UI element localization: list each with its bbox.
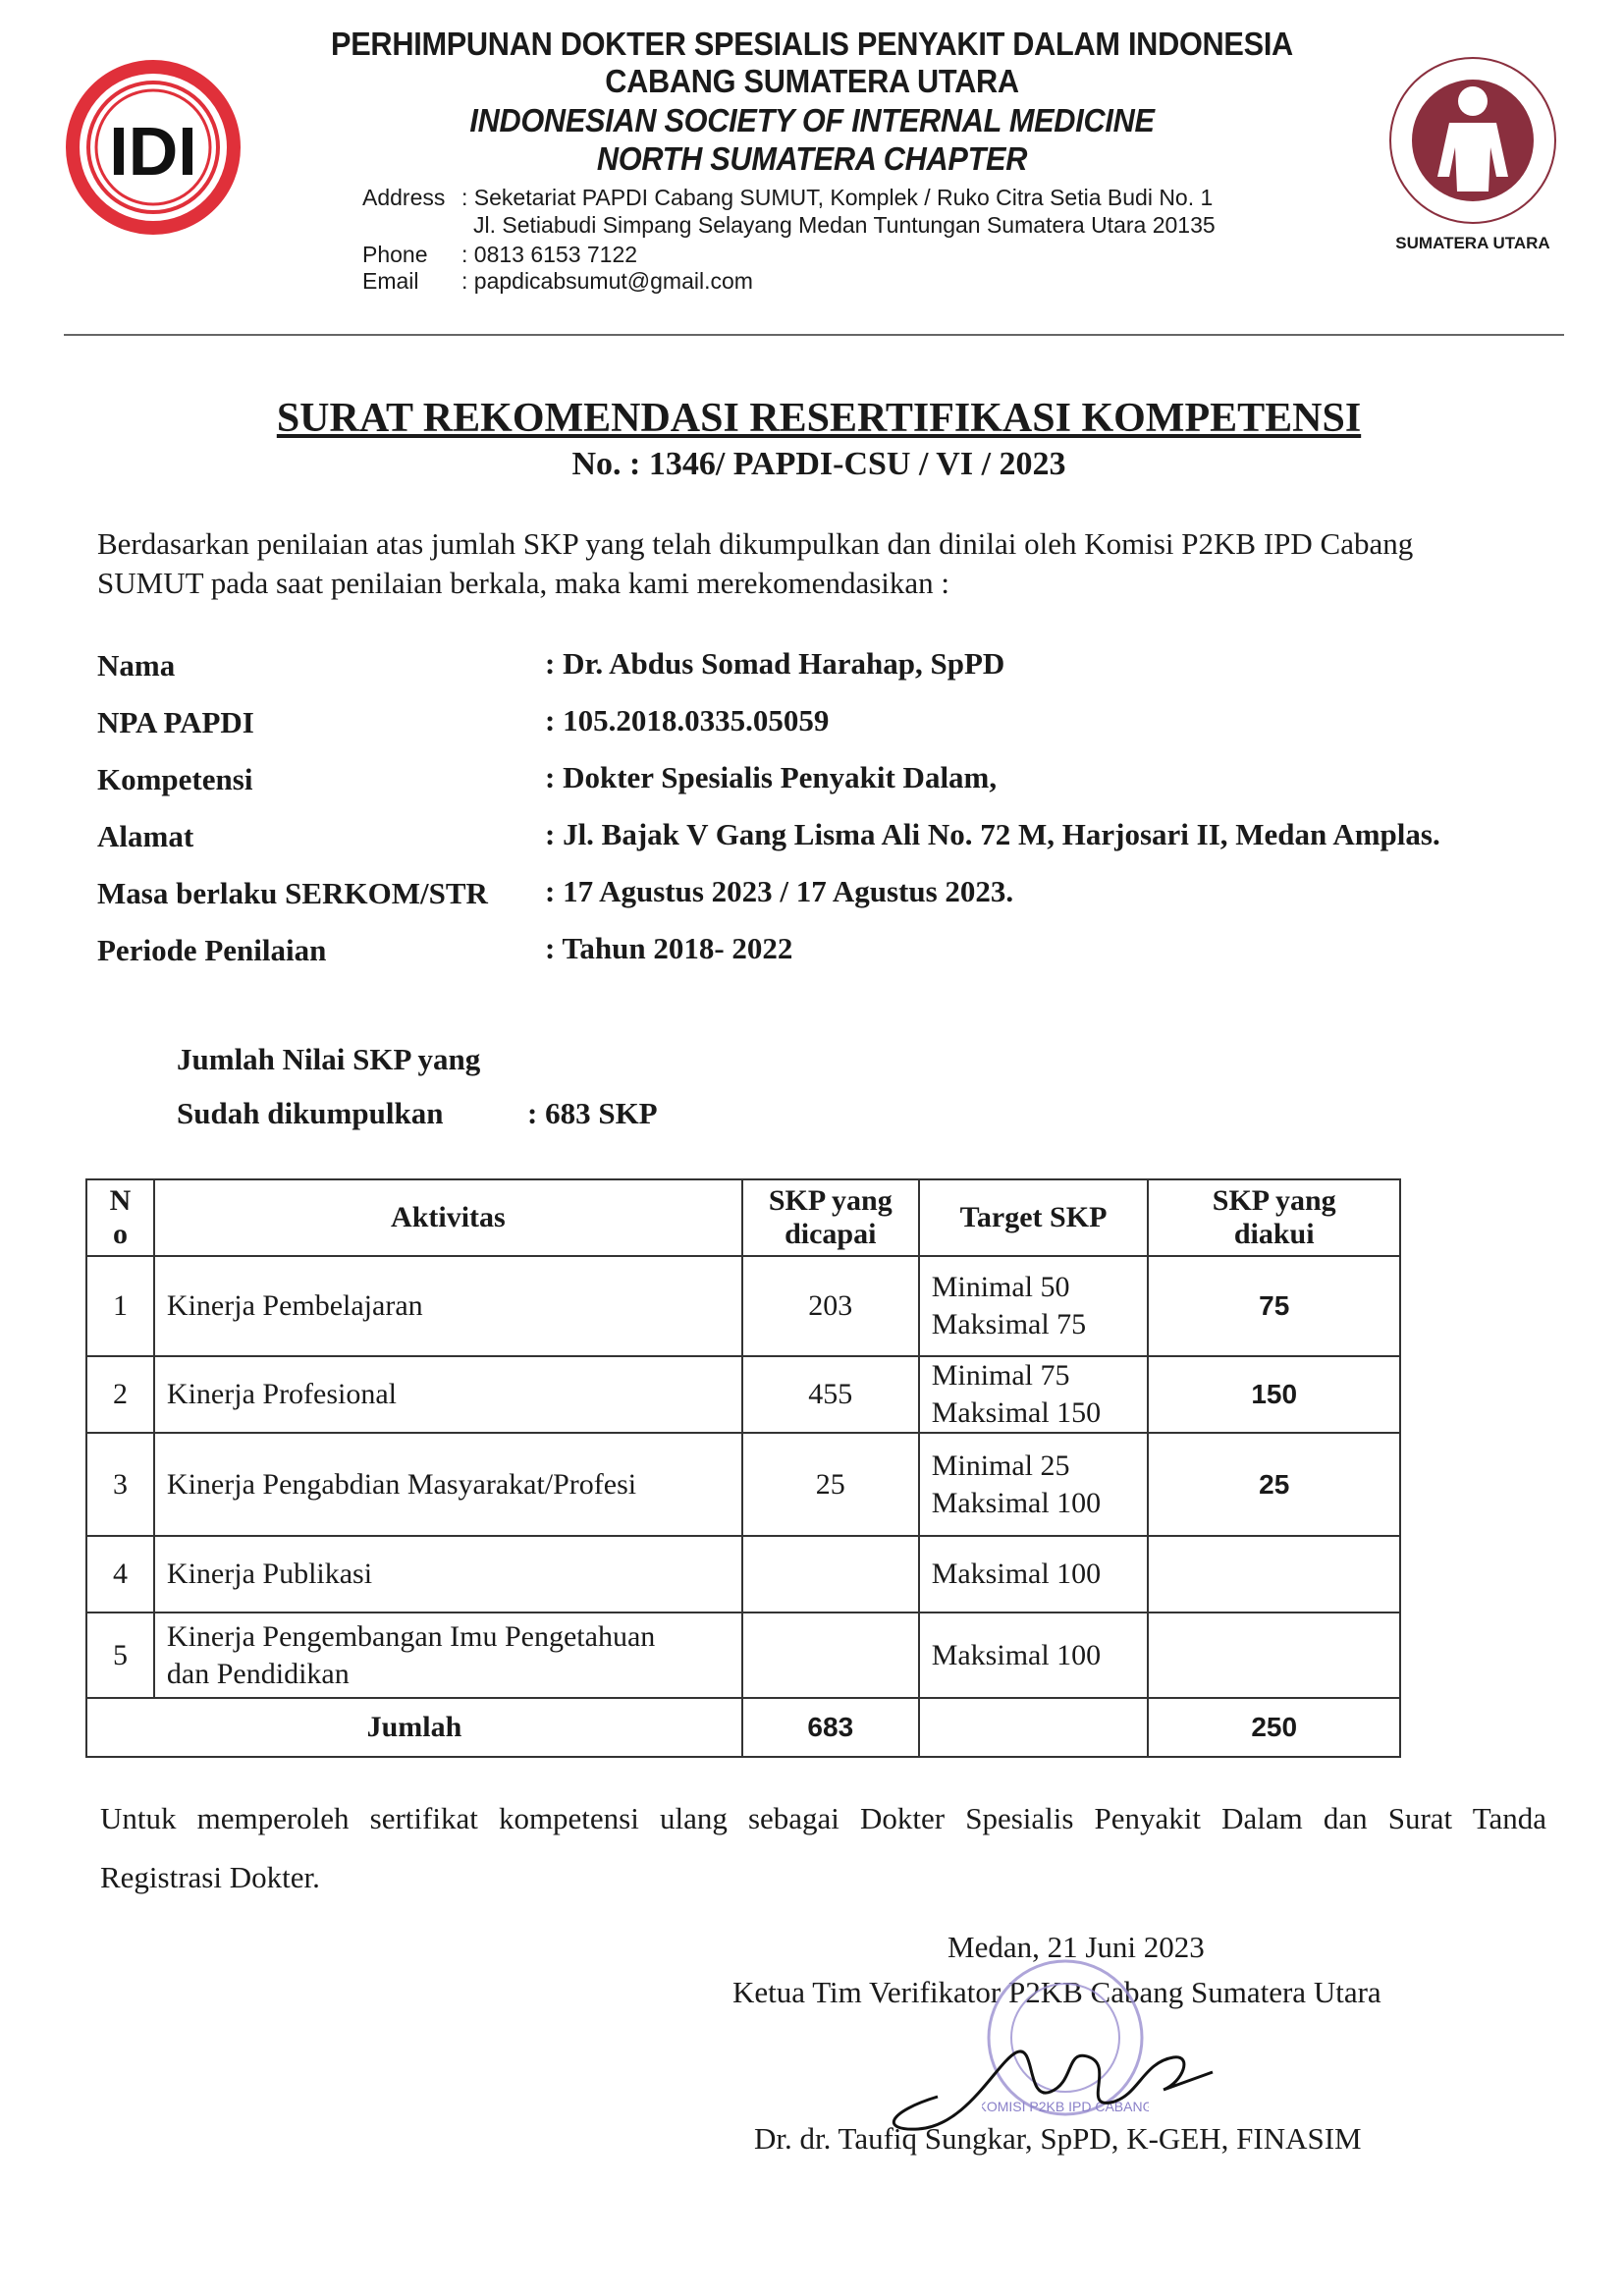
total-label: Jumlah <box>85 1697 743 1758</box>
place-date: Medan, 21 Juni 2023 <box>947 1930 1205 1964</box>
org-chapter-en: NORTH SUMATERA CHAPTER <box>596 140 1028 177</box>
closing-line1: Untuk memperoleh sertifikat kompetensi u… <box>100 1801 1546 1835</box>
field-label: Nama <box>97 648 176 683</box>
field-value: : Dokter Spesialis Penyakit Dalam, <box>545 760 998 794</box>
email-label: Email <box>362 268 419 294</box>
row-target: Maksimal 100 <box>917 1612 1150 1699</box>
table-total-row: Jumlah 683 250 <box>85 1697 1401 1758</box>
org-branch: CABANG SUMATERA UTARA <box>605 63 1019 99</box>
row-achieved: 455 <box>740 1355 920 1434</box>
closing-line2: Registrasi Dokter. <box>100 1860 320 1894</box>
address-line2: Jl. Setiabudi Simpang Selayang Medan Tun… <box>473 212 1216 238</box>
row-activity: Kinerja Publikasi <box>152 1535 743 1613</box>
field-label: Alamat <box>97 819 194 853</box>
field-label: Periode Penilaian <box>97 933 327 967</box>
field-label: NPA PAPDI <box>97 705 254 739</box>
table-row: 3 Kinerja Pengabdian Masyarakat/Profesi … <box>85 1432 1401 1537</box>
skp-total-value: : 683 SKP <box>527 1096 658 1130</box>
row-no: 2 <box>85 1355 155 1434</box>
row-recognized: 75 <box>1147 1255 1401 1357</box>
field-value: : Dr. Abdus Somad Harahap, SpPD <box>545 646 1005 681</box>
table-row: 1 Kinerja Pembelajaran 203 Minimal 50 Mak… <box>85 1255 1401 1357</box>
row-target: Maksimal 100 <box>917 1535 1150 1613</box>
skp-total-label2: Sudah dikumpulkan <box>177 1096 444 1130</box>
email: : papdicabsumut@gmail.com <box>461 268 753 294</box>
row-recognized: 25 <box>1147 1432 1401 1537</box>
row-achieved: 25 <box>740 1432 920 1537</box>
idi-logo: IDI <box>65 59 242 236</box>
field-value: : 17 Agustus 2023 / 17 Agustus 2023. <box>545 874 1014 908</box>
row-achieved <box>740 1535 920 1613</box>
row-achieved: 203 <box>740 1255 920 1357</box>
header-achieved: SKP yang dicapai <box>740 1178 920 1257</box>
row-recognized <box>1147 1535 1401 1613</box>
row-no: 1 <box>85 1255 155 1357</box>
field-value: : Jl. Bajak V Gang Lisma Ali No. 72 M, H… <box>545 817 1440 851</box>
document-number: No. : 1346/ PAPDI-CSU / VI / 2023 <box>571 446 1066 482</box>
total-achieved: 683 <box>740 1697 920 1758</box>
signature <box>879 2003 1232 2141</box>
header-activity: Aktivitas <box>152 1178 743 1257</box>
row-target: Minimal 25 Maksimal 100 <box>917 1432 1150 1537</box>
header-divider <box>64 334 1564 336</box>
intro-line1: Berdasarkan penilaian atas jumlah SKP ya… <box>97 526 1414 561</box>
phone: : 0813 6153 7122 <box>461 242 638 267</box>
skp-total-label1: Jumlah Nilai SKP yang <box>177 1042 481 1076</box>
row-no: 5 <box>85 1612 155 1699</box>
field-value: : Tahun 2018- 2022 <box>545 931 793 965</box>
header-recognized: SKP yang diakui <box>1147 1178 1401 1257</box>
papdi-logo <box>1386 54 1563 231</box>
row-activity: Kinerja Pengembangan Imu Pengetahuan dan … <box>152 1612 743 1699</box>
total-target <box>917 1697 1150 1758</box>
table-row: 4 Kinerja Publikasi Maksimal 100 <box>85 1535 1401 1613</box>
signer-position: Ketua Tim Verifikator P2KB Cabang Sumate… <box>732 1975 1381 2009</box>
document-title: SURAT REKOMENDASI RESERTIFIKASI KOMPETEN… <box>276 396 1362 441</box>
signer-name: Dr. dr. Taufiq Sungkar, SpPD, K-GEH, FIN… <box>754 2121 1362 2156</box>
row-recognized: 150 <box>1147 1355 1401 1434</box>
row-no: 4 <box>85 1535 155 1613</box>
org-name: PERHIMPUNAN DOKTER SPESIALIS PENYAKIT DA… <box>331 26 1293 62</box>
row-target: Minimal 50 Maksimal 75 <box>917 1255 1150 1357</box>
svg-text:IDI: IDI <box>109 113 196 190</box>
field-label: Masa berlaku SERKOM/STR <box>97 876 488 910</box>
table-row: 5 Kinerja Pengembangan Imu Pengetahuan da… <box>85 1612 1401 1699</box>
address-label: Address <box>362 185 446 210</box>
row-activity: Kinerja Pengabdian Masyarakat/Profesi <box>152 1432 743 1537</box>
address-line1: : Seketariat PAPDI Cabang SUMUT, Komplek… <box>461 185 1214 210</box>
field-label: Kompetensi <box>97 762 253 796</box>
right-logo-caption: SUMATERA UTARA <box>1395 234 1550 252</box>
row-activity: Kinerja Profesional <box>152 1355 743 1434</box>
org-name-en: INDONESIAN SOCIETY OF INTERNAL MEDICINE <box>469 102 1155 138</box>
row-target: Minimal 75 Maksimal 150 <box>917 1355 1150 1434</box>
row-achieved <box>740 1612 920 1699</box>
intro-line2: SUMUT pada saat penilaian berkala, maka … <box>97 566 949 600</box>
table-row: 2 Kinerja Profesional 455 Minimal 75 Maks… <box>85 1355 1401 1434</box>
header-target: Target SKP <box>917 1178 1150 1257</box>
total-recognized: 250 <box>1147 1697 1401 1758</box>
row-no: 3 <box>85 1432 155 1537</box>
row-activity: Kinerja Pembelajaran <box>152 1255 743 1357</box>
field-value: : 105.2018.0335.05059 <box>545 703 830 738</box>
row-recognized <box>1147 1612 1401 1699</box>
phone-label: Phone <box>362 242 428 267</box>
